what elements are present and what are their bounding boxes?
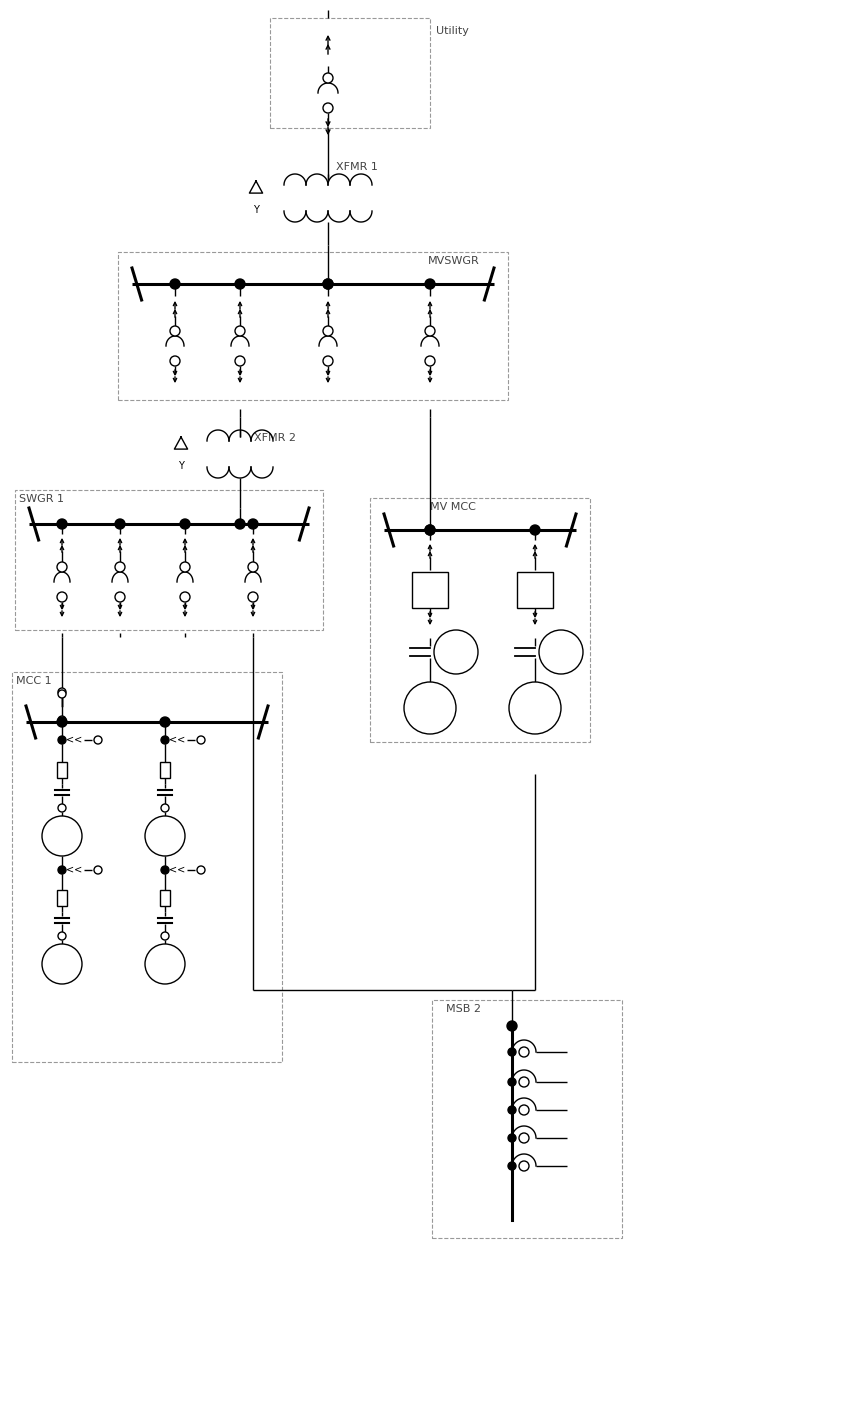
Circle shape [519, 1160, 529, 1170]
Bar [412, 572, 448, 609]
Circle shape [323, 356, 333, 365]
Circle shape [57, 519, 67, 529]
Circle shape [115, 562, 125, 572]
Circle shape [508, 1078, 516, 1086]
Bar [270, 18, 430, 128]
Bar [370, 498, 590, 742]
Text: MVSWGR: MVSWGR [428, 256, 480, 266]
Circle shape [425, 326, 435, 336]
Circle shape [145, 944, 185, 984]
Circle shape [161, 866, 169, 875]
Circle shape [507, 1021, 517, 1031]
Circle shape [519, 1076, 529, 1086]
Circle shape [58, 931, 66, 940]
Circle shape [508, 1106, 516, 1113]
Text: XFMR 1: XFMR 1 [336, 162, 378, 172]
Circle shape [509, 683, 561, 734]
Circle shape [58, 717, 66, 724]
Text: SWGR 1: SWGR 1 [19, 493, 64, 503]
Bar [57, 890, 67, 906]
Circle shape [425, 525, 435, 535]
Circle shape [180, 519, 190, 529]
Text: MCC 1: MCC 1 [16, 675, 52, 685]
Circle shape [58, 866, 66, 875]
Circle shape [170, 279, 180, 289]
Circle shape [115, 592, 125, 602]
Bar [432, 1000, 622, 1239]
Circle shape [425, 279, 435, 289]
Text: Y: Y [178, 461, 184, 471]
Circle shape [425, 525, 435, 535]
Circle shape [42, 816, 82, 856]
Circle shape [57, 717, 67, 727]
Text: <<: << [169, 735, 185, 745]
Circle shape [235, 326, 245, 336]
Circle shape [115, 519, 125, 529]
Text: Utility: Utility [436, 26, 469, 36]
Circle shape [508, 1162, 516, 1170]
Circle shape [161, 737, 169, 744]
Bar [15, 491, 323, 630]
Circle shape [425, 356, 435, 365]
Circle shape [323, 279, 333, 289]
Text: <<: << [169, 865, 185, 875]
Bar [12, 673, 282, 1062]
Circle shape [248, 592, 258, 602]
Bar [160, 762, 170, 778]
Circle shape [161, 931, 169, 940]
Circle shape [323, 279, 333, 289]
Circle shape [248, 562, 258, 572]
Bar [160, 890, 170, 906]
Bar [517, 572, 553, 609]
Circle shape [508, 1048, 516, 1057]
Circle shape [197, 737, 205, 744]
Circle shape [519, 1105, 529, 1115]
Circle shape [323, 326, 333, 336]
Circle shape [180, 562, 190, 572]
Circle shape [235, 519, 245, 529]
Circle shape [161, 803, 169, 812]
Text: <<: << [66, 865, 82, 875]
Bar [118, 252, 508, 400]
Circle shape [170, 326, 180, 336]
Circle shape [404, 683, 456, 734]
Circle shape [235, 356, 245, 365]
Text: MV MCC: MV MCC [430, 502, 476, 512]
Circle shape [58, 737, 66, 744]
Circle shape [235, 279, 245, 289]
Circle shape [145, 816, 185, 856]
Circle shape [94, 866, 102, 875]
Circle shape [42, 944, 82, 984]
Circle shape [58, 690, 66, 698]
Text: MSB 2: MSB 2 [446, 1004, 481, 1014]
Text: Y: Y [253, 205, 259, 215]
Circle shape [94, 737, 102, 744]
Circle shape [323, 102, 333, 112]
Circle shape [57, 562, 67, 572]
Circle shape [530, 525, 540, 535]
Circle shape [160, 717, 170, 727]
Circle shape [519, 1047, 529, 1057]
Circle shape [58, 803, 66, 812]
Circle shape [323, 73, 333, 82]
Circle shape [539, 630, 583, 674]
Circle shape [57, 592, 67, 602]
Circle shape [434, 630, 478, 674]
Circle shape [170, 356, 180, 365]
Text: XFMR 2: XFMR 2 [254, 434, 296, 444]
Text: <<: << [66, 735, 82, 745]
Circle shape [180, 592, 190, 602]
Circle shape [519, 1133, 529, 1143]
Circle shape [508, 1133, 516, 1142]
Bar [57, 762, 67, 778]
Circle shape [248, 519, 258, 529]
Circle shape [197, 866, 205, 875]
Circle shape [58, 688, 66, 695]
